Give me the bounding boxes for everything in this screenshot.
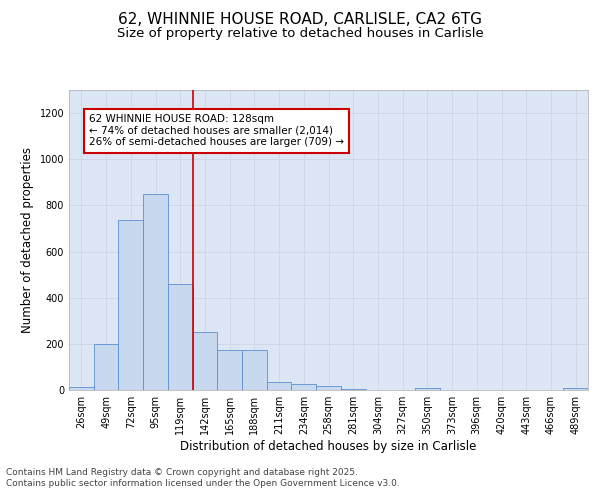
Bar (341, 389, 365, 390)
Bar (118, 220, 143, 390)
Bar (563, 388, 588, 390)
Text: Contains HM Land Registry data © Crown copyright and database right 2025.
Contai: Contains HM Land Registry data © Crown c… (6, 468, 400, 487)
Bar (316, 386, 341, 390)
Bar (267, 382, 292, 390)
Y-axis label: Number of detached properties: Number of detached properties (21, 147, 34, 333)
Text: 62 WHINNIE HOUSE ROAD: 128sqm
← 74% of detached houses are smaller (2,014)
26% o: 62 WHINNIE HOUSE ROAD: 128sqm ← 74% of d… (89, 114, 344, 148)
Bar (242, 350, 267, 390)
Bar (292, 384, 316, 390)
Text: Size of property relative to detached houses in Carlisle: Size of property relative to detached ho… (116, 28, 484, 40)
Bar (217, 350, 242, 390)
Bar (168, 284, 193, 390)
X-axis label: Distribution of detached houses by size in Carlisle: Distribution of detached houses by size … (181, 440, 476, 453)
Bar (415, 388, 440, 390)
Text: 62, WHINNIE HOUSE ROAD, CARLISLE, CA2 6TG: 62, WHINNIE HOUSE ROAD, CARLISLE, CA2 6T… (118, 12, 482, 28)
Bar (94, 344, 118, 390)
Bar (69, 387, 94, 390)
Bar (193, 332, 217, 390)
Bar (143, 194, 168, 390)
